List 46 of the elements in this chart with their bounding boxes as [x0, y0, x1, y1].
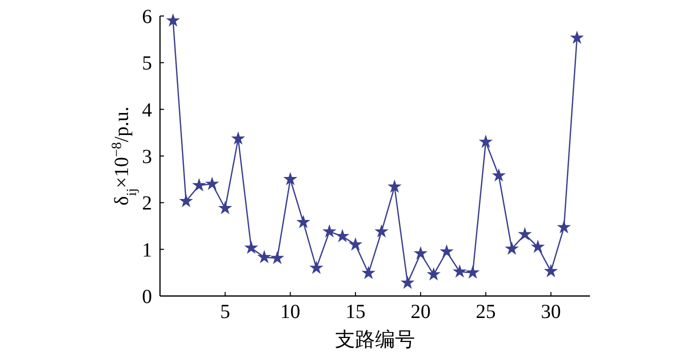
- y-tick-label: 1: [142, 239, 152, 262]
- point: [400, 276, 415, 289]
- point: [440, 244, 454, 258]
- point: [544, 264, 558, 278]
- y-tick-label: 5: [142, 52, 152, 75]
- point: [257, 250, 272, 264]
- x-axis-title: 支路编号: [335, 329, 415, 351]
- x-tick-label: 15: [345, 301, 366, 323]
- point: [426, 267, 441, 280]
- y-tick-label: 2: [142, 192, 152, 215]
- point: [309, 260, 324, 274]
- point: [322, 224, 336, 238]
- y-tick-label: 6: [142, 6, 152, 28]
- point: [478, 134, 493, 148]
- point: [192, 178, 206, 192]
- point: [492, 168, 506, 182]
- point: [296, 214, 310, 228]
- x-tick-label: 10: [280, 301, 300, 323]
- x-tick-label: 25: [476, 301, 496, 323]
- point: [452, 264, 467, 278]
- point: [556, 220, 571, 234]
- y-tick-label: 3: [142, 146, 152, 168]
- x-tick-label: 30: [540, 301, 561, 323]
- point: [518, 227, 532, 240]
- point: [166, 13, 180, 27]
- point: [348, 237, 362, 251]
- y-tick-label: 0: [142, 286, 152, 308]
- point: [388, 179, 402, 193]
- point: [466, 265, 480, 279]
- point: [244, 240, 258, 254]
- point: [335, 228, 350, 242]
- point: [218, 200, 232, 214]
- point: [374, 224, 389, 238]
- x-tick-label: 20: [410, 301, 431, 323]
- point: [570, 30, 584, 44]
- point: [179, 194, 194, 208]
- point: [504, 242, 519, 255]
- y-tick-label: 4: [142, 99, 152, 122]
- point: [205, 176, 220, 190]
- x-tick-label: 5: [220, 301, 230, 323]
- point: [361, 266, 376, 280]
- point: [283, 172, 298, 186]
- point: [414, 246, 428, 260]
- point: [530, 240, 545, 253]
- point: [270, 250, 284, 264]
- point: [231, 131, 246, 145]
